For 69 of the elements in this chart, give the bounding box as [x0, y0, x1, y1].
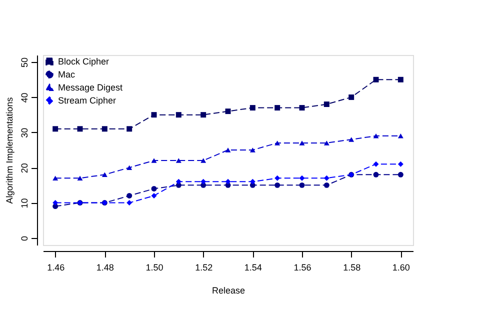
x-tick-label: 1.52: [195, 262, 213, 272]
x-tick-label: 1.50: [146, 262, 164, 272]
point: [176, 158, 182, 163]
point: [126, 193, 132, 198]
y-axis-title: Algorithm Implementations: [4, 96, 14, 204]
point: [324, 175, 330, 181]
point: [151, 193, 157, 198]
point: [52, 176, 58, 181]
point: [299, 175, 305, 181]
point: [250, 178, 256, 184]
x-tick-label: 1.46: [47, 262, 65, 272]
x-tick-label: 1.56: [294, 262, 312, 272]
point: [250, 148, 256, 152]
point: [52, 200, 58, 206]
point: [77, 176, 83, 181]
point: [200, 178, 206, 184]
point: [373, 76, 379, 82]
point: [126, 165, 132, 170]
point: [126, 126, 132, 132]
y-tick-label: 50: [20, 58, 30, 68]
point: [225, 178, 231, 184]
point: [299, 140, 305, 146]
point: [52, 126, 58, 132]
legend-label: Message Digest: [58, 82, 124, 92]
point: [274, 182, 280, 188]
point: [151, 186, 157, 192]
y-tick-label: 10: [20, 198, 30, 208]
point: [176, 178, 182, 184]
point: [200, 158, 206, 163]
point: [398, 161, 404, 167]
point: [151, 112, 157, 118]
point: [398, 134, 404, 138]
point: [348, 137, 354, 142]
point: [225, 108, 231, 114]
point: [373, 172, 379, 178]
point: [200, 112, 206, 118]
legend-label: Stream Cipher: [58, 96, 116, 106]
point: [250, 105, 256, 111]
point: [324, 182, 330, 188]
point: [126, 200, 132, 206]
point: [151, 158, 157, 163]
x-tick-label: 1.54: [244, 262, 262, 272]
point: [299, 182, 305, 188]
x-tick-label: 1.58: [343, 262, 361, 272]
point: [176, 112, 182, 118]
point: [398, 172, 404, 178]
point: [102, 126, 108, 132]
legend-label: Mac: [58, 70, 76, 80]
x-axis-title: Release: [212, 286, 246, 296]
point: [398, 76, 404, 82]
y-tick-label: 0: [20, 236, 30, 241]
point: [373, 161, 379, 167]
y-tick-label: 40: [20, 92, 30, 103]
point: [225, 148, 231, 152]
point: [324, 102, 330, 107]
legend-label: Block Cipher: [58, 56, 110, 66]
y-tick-label: 20: [20, 163, 30, 174]
point: [274, 175, 280, 181]
x-tick-label: 1.48: [96, 262, 114, 272]
point: [299, 105, 305, 111]
y-tick-label: 30: [20, 128, 30, 138]
point: [274, 105, 280, 111]
point: [348, 94, 354, 100]
point: [324, 140, 330, 146]
point: [274, 140, 280, 146]
x-tick-label: 1.60: [392, 262, 410, 272]
point: [102, 172, 108, 177]
point: [77, 126, 83, 132]
point: [373, 134, 379, 138]
